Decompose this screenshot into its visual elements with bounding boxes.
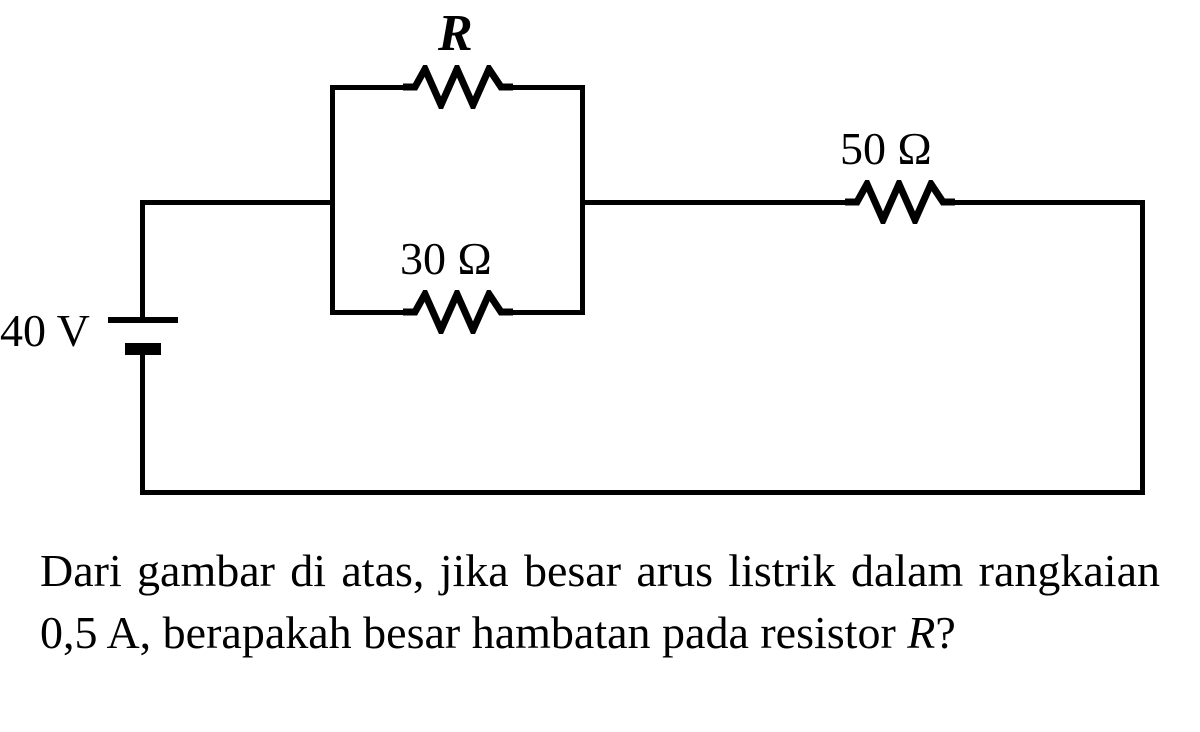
wire-left-upper [140, 200, 145, 317]
wire-parallel-bottom-left [330, 310, 403, 315]
wire-mid-right-segment [955, 200, 1145, 205]
battery-negative-plate [125, 343, 161, 355]
label-R: R [438, 4, 473, 63]
question-after-R: ? [935, 607, 955, 658]
question-before-R: Dari gambar di atas, jika besar arus lis… [40, 545, 1160, 658]
label-voltage: 40 V [0, 304, 90, 357]
resistor-50-ohm [845, 180, 955, 224]
resistor-30-ohm [403, 290, 513, 334]
wire-bottom-rail [140, 490, 1145, 495]
wire-right-vertical [1140, 200, 1145, 495]
resistor-R [403, 65, 513, 109]
label-50-ohm: 50 Ω [840, 122, 932, 175]
label-30-ohm: 30 Ω [400, 232, 492, 285]
wire-parallel-right-vertical [580, 85, 585, 315]
wire-parallel-top-right [513, 85, 585, 90]
wire-mid-center-segment [580, 200, 845, 205]
wire-parallel-left-vertical [330, 85, 335, 315]
wire-parallel-bottom-right [513, 310, 585, 315]
question-text: Dari gambar di atas, jika besar arus lis… [40, 540, 1160, 664]
wire-mid-left-segment [140, 200, 335, 205]
circuit-diagram: R 30 Ω 50 Ω 40 V [0, 0, 1200, 520]
page-root: R 30 Ω 50 Ω 40 V Dari gambar di atas, ji… [0, 0, 1200, 732]
question-R-symbol: R [907, 607, 935, 658]
wire-parallel-top-left [330, 85, 403, 90]
wire-left-lower [140, 355, 145, 495]
battery-positive-plate [108, 317, 178, 323]
